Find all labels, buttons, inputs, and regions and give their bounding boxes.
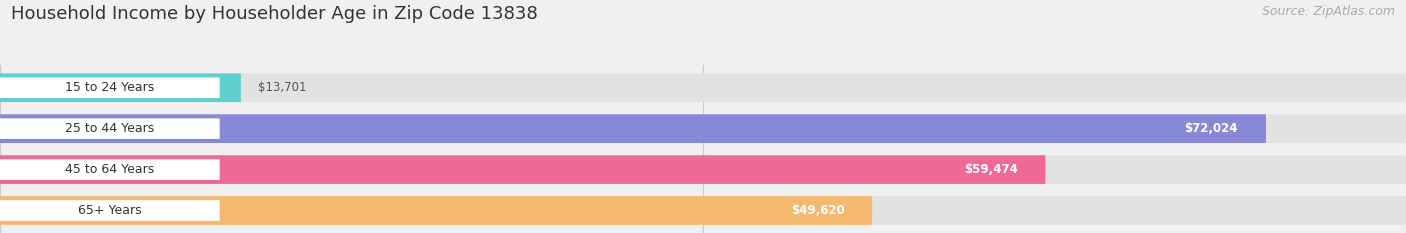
FancyBboxPatch shape: [0, 200, 219, 221]
Text: $13,701: $13,701: [259, 81, 307, 94]
FancyBboxPatch shape: [936, 159, 1045, 180]
FancyBboxPatch shape: [0, 73, 240, 102]
Text: $59,474: $59,474: [965, 163, 1018, 176]
FancyBboxPatch shape: [0, 118, 219, 139]
FancyBboxPatch shape: [0, 114, 1406, 143]
FancyBboxPatch shape: [0, 155, 1406, 184]
FancyBboxPatch shape: [0, 77, 219, 98]
FancyBboxPatch shape: [0, 159, 219, 180]
FancyBboxPatch shape: [0, 155, 1045, 184]
Text: $72,024: $72,024: [1185, 122, 1239, 135]
Text: Household Income by Householder Age in Zip Code 13838: Household Income by Householder Age in Z…: [11, 5, 538, 23]
Text: $49,620: $49,620: [790, 204, 845, 217]
FancyBboxPatch shape: [0, 196, 872, 225]
Text: Source: ZipAtlas.com: Source: ZipAtlas.com: [1261, 5, 1395, 18]
FancyBboxPatch shape: [1157, 118, 1265, 139]
Text: 45 to 64 Years: 45 to 64 Years: [65, 163, 155, 176]
FancyBboxPatch shape: [0, 114, 1265, 143]
FancyBboxPatch shape: [763, 200, 872, 221]
FancyBboxPatch shape: [0, 196, 1406, 225]
Text: 65+ Years: 65+ Years: [77, 204, 142, 217]
Text: 15 to 24 Years: 15 to 24 Years: [65, 81, 155, 94]
FancyBboxPatch shape: [0, 73, 1406, 102]
Text: 25 to 44 Years: 25 to 44 Years: [65, 122, 155, 135]
